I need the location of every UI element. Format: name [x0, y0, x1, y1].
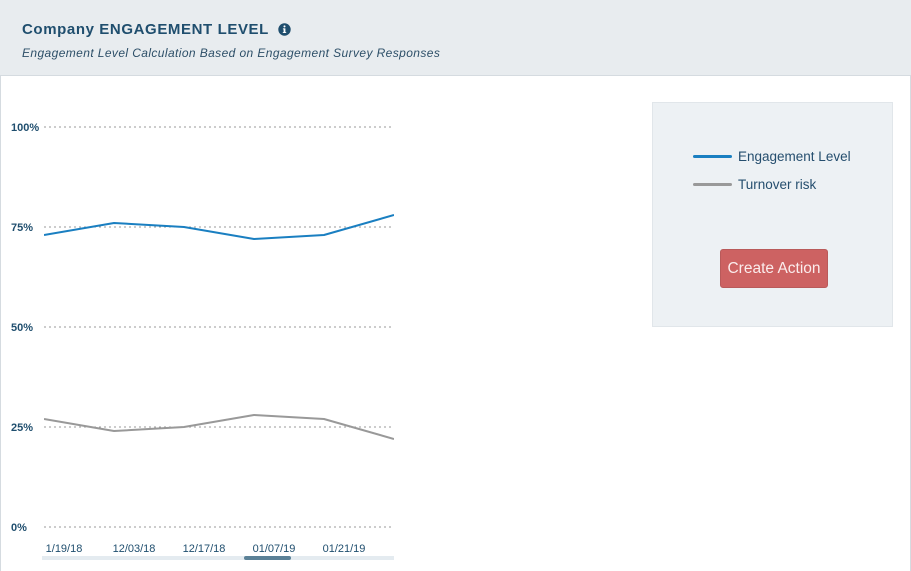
x-tick-label: 01/21/19 — [323, 543, 366, 555]
panel-header: Company ENGAGEMENT LEVEL Engagement Leve… — [0, 0, 911, 76]
create-action-button[interactable]: Create Action — [720, 249, 828, 288]
engagement-level-line — [44, 214, 394, 240]
legend-label-turnover: Turnover risk — [738, 177, 817, 192]
legend-swatch-engagement — [693, 155, 732, 158]
legend-item-engagement: Engagement Level — [693, 149, 851, 164]
page-title: Company ENGAGEMENT LEVEL — [22, 21, 269, 38]
chart-scroll-thumb[interactable] — [244, 556, 291, 560]
y-tick-label: 75% — [11, 222, 33, 234]
chart-scroll-track[interactable] — [42, 556, 394, 560]
y-tick-label: 100% — [11, 122, 39, 134]
x-tick-label: 1/19/18 — [46, 543, 83, 555]
panel-border-left — [0, 76, 1, 571]
turnover-risk-line — [44, 414, 394, 440]
y-tick-label: 25% — [11, 422, 33, 434]
title-row: Company ENGAGEMENT LEVEL — [22, 21, 291, 38]
y-tick-label: 50% — [11, 322, 33, 334]
x-tick-label: 12/03/18 — [113, 543, 156, 555]
x-tick-label: 12/17/18 — [183, 543, 226, 555]
x-tick-label: 01/07/19 — [253, 543, 296, 555]
legend-swatch-turnover — [693, 183, 732, 186]
legend-item-turnover: Turnover risk — [693, 177, 816, 192]
y-tick-label: 0% — [11, 522, 27, 534]
engagement-line-chart: 0% 25% 50% 75% 100% 1/19/18 12/03/18 12/17/18 01… — [11, 122, 394, 555]
legend-panel: Engagement Level Turnover risk Create Ac… — [652, 102, 893, 327]
page-subtitle: Engagement Level Calculation Based on En… — [22, 46, 441, 60]
legend-label-engagement: Engagement Level — [738, 149, 851, 164]
info-circle-icon[interactable] — [278, 23, 291, 36]
